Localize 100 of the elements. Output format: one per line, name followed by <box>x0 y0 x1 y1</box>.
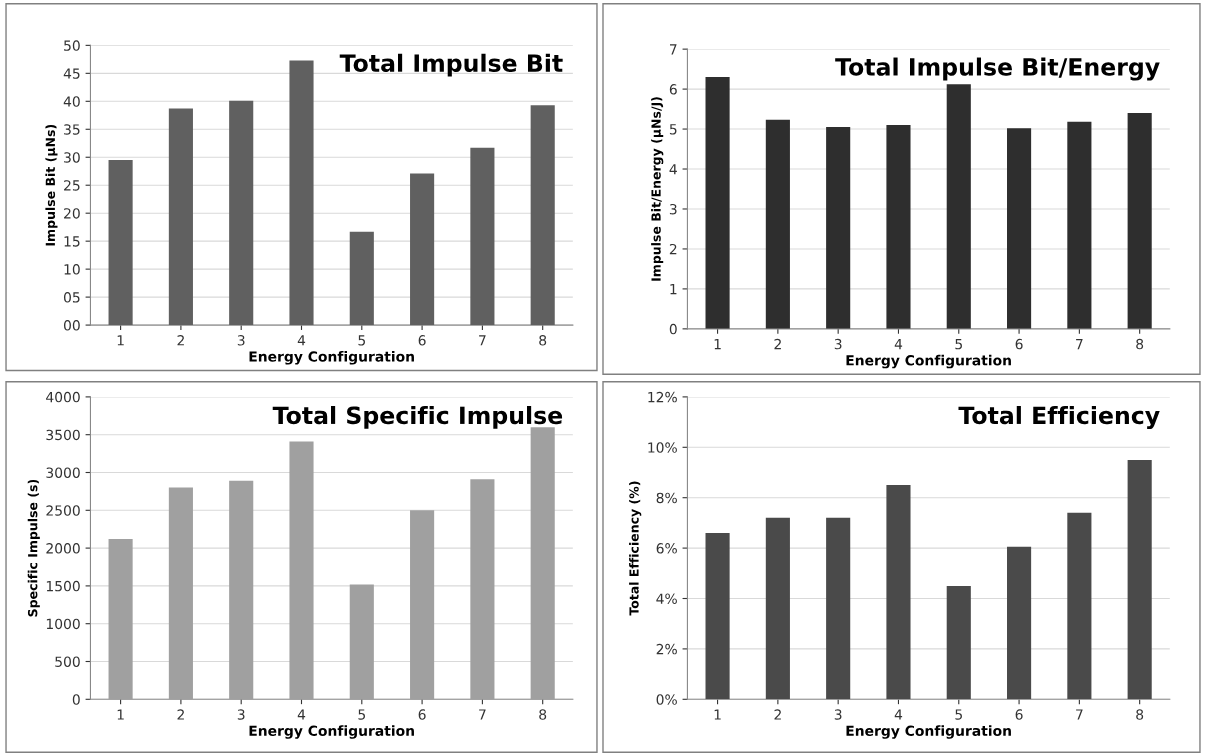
y-tick-label: 15 <box>64 236 80 247</box>
bar <box>108 539 133 700</box>
x-tick-label: 8 <box>539 335 547 346</box>
x-tick-label: 1 <box>117 335 124 346</box>
x-tick-label: 7 <box>1076 339 1083 350</box>
y-tick-label: 4000 <box>46 391 80 403</box>
y-tick-label: 8% <box>656 492 677 504</box>
x-tick-label: 7 <box>479 709 486 720</box>
x-tick-label: 6 <box>418 709 426 720</box>
chart-title: Total Impulse Bit <box>339 53 563 77</box>
x-tick-label: 3 <box>834 338 842 350</box>
y-axis-title: Impulse Bit/Energy (µNs/J) <box>651 97 664 281</box>
x-tick-label: 4 <box>297 709 306 720</box>
x-tick-label: 3 <box>237 709 245 720</box>
bar <box>229 480 254 700</box>
bar <box>470 147 495 326</box>
y-tick-label: 3500 <box>46 429 80 441</box>
bar <box>886 485 911 700</box>
y-tick-label: 3 <box>669 203 677 215</box>
y-tick-label: 35 <box>64 124 80 135</box>
y-tick-label: 6% <box>656 543 677 554</box>
bar <box>229 100 254 326</box>
bar <box>289 60 314 326</box>
y-tick-label: 0% <box>656 694 677 705</box>
bar <box>946 585 971 700</box>
x-tick-label: 6 <box>1015 709 1023 720</box>
y-tick-label: 500 <box>55 656 80 667</box>
y-tick-label: 00 <box>63 320 80 331</box>
x-tick-label: 1 <box>714 339 721 350</box>
bar <box>349 584 374 700</box>
bar <box>1127 459 1152 700</box>
y-tick-label: 0 <box>72 694 80 705</box>
bar <box>168 108 193 326</box>
x-tick-label: 4 <box>297 335 306 346</box>
y-tick-label: 4 <box>669 164 677 175</box>
bar <box>705 77 730 329</box>
bar <box>410 510 435 700</box>
chart-title: Total Impulse Bit/Energy <box>835 57 1160 81</box>
x-tick-label: 8 <box>1136 709 1144 720</box>
y-tick-label: 1 <box>670 284 677 295</box>
bar <box>1007 128 1032 329</box>
y-tick-label: 50 <box>64 40 80 51</box>
x-tick-label: 4 <box>894 339 903 350</box>
bar <box>1007 546 1032 700</box>
x-axis-title: Energy Configuration <box>249 725 414 739</box>
x-axis-title: Energy Configuration <box>846 354 1011 369</box>
y-tick-label: 25 <box>64 180 80 191</box>
bar <box>349 231 374 326</box>
bar <box>470 479 495 700</box>
y-axis-title: Impulse Bit (µNs) <box>45 124 58 246</box>
y-tick-label: 1500 <box>46 580 80 592</box>
y-tick-label: 10 <box>64 264 80 275</box>
chart-title: Total Specific Impulse <box>272 405 563 429</box>
x-tick-label: 2 <box>774 709 781 720</box>
x-tick-label: 5 <box>358 709 366 720</box>
x-tick-label: 6 <box>1015 338 1023 350</box>
y-tick-label: 5 <box>669 124 677 135</box>
bar <box>1127 113 1152 329</box>
x-tick-label: 5 <box>955 339 962 350</box>
y-tick-label: 05 <box>63 292 80 303</box>
chart-title: Total Efficiency <box>958 405 1160 430</box>
x-tick-label: 5 <box>955 709 962 720</box>
x-tick-label: 1 <box>714 709 721 720</box>
bar <box>946 84 971 329</box>
y-tick-label: 2% <box>656 643 677 655</box>
y-axis-title: Specific Impulse (s) <box>27 479 40 617</box>
bar <box>530 105 555 326</box>
bar <box>410 173 435 326</box>
x-tick-label: 2 <box>774 338 781 350</box>
bar <box>765 119 790 329</box>
y-tick-label: 2 <box>669 243 677 255</box>
x-tick-label: 3 <box>237 335 245 346</box>
y-axis-title: Total Efficiency (%) <box>629 481 642 616</box>
x-tick-label: 3 <box>834 709 842 720</box>
x-tick-label: 7 <box>1076 709 1083 720</box>
bar <box>1067 512 1092 700</box>
x-tick-label: 2 <box>177 335 184 346</box>
y-tick-label: 40 <box>63 96 80 107</box>
y-tick-label: 6 <box>669 84 677 95</box>
x-tick-label: 7 <box>479 335 486 346</box>
y-tick-label: 2500 <box>46 505 80 516</box>
bar <box>826 517 851 700</box>
bar <box>826 127 851 329</box>
x-axis-title: Energy Configuration <box>249 351 414 365</box>
x-axis-title: Energy Configuration <box>846 725 1011 739</box>
y-tick-label: 12% <box>648 391 677 403</box>
bar <box>530 427 555 700</box>
x-tick-label: 4 <box>894 709 903 720</box>
x-tick-label: 8 <box>539 709 547 720</box>
bar <box>168 487 193 700</box>
y-tick-label: 1000 <box>46 618 80 630</box>
y-tick-label: 30 <box>64 152 80 163</box>
bar <box>765 517 790 700</box>
y-tick-label: 20 <box>64 208 80 219</box>
y-tick-label: 4% <box>656 593 677 604</box>
bar <box>289 441 314 700</box>
y-tick-label: 3000 <box>46 467 80 478</box>
y-tick-label: 45 <box>63 68 80 79</box>
bar <box>886 125 911 329</box>
x-tick-label: 5 <box>358 335 366 346</box>
